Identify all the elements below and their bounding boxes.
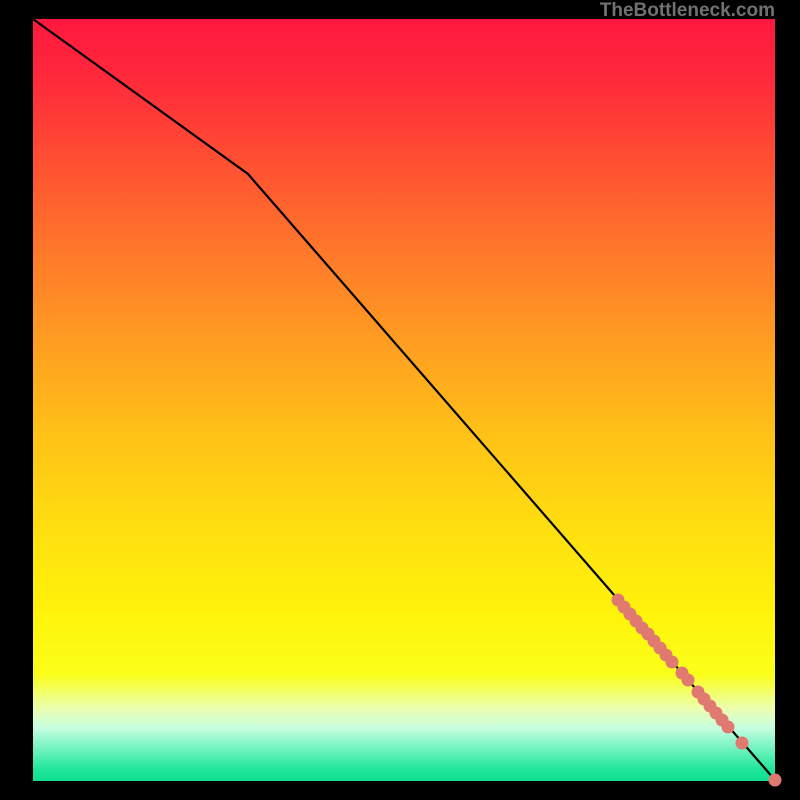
attribution-label: TheBottleneck.com	[600, 0, 775, 22]
data-marker	[722, 721, 735, 734]
data-marker	[769, 774, 782, 787]
plot-area	[33, 19, 775, 781]
data-marker	[736, 737, 749, 750]
chart-svg	[0, 0, 800, 800]
data-marker	[666, 656, 679, 669]
chart-canvas: TheBottleneck.com	[0, 0, 800, 800]
data-marker	[682, 674, 695, 687]
